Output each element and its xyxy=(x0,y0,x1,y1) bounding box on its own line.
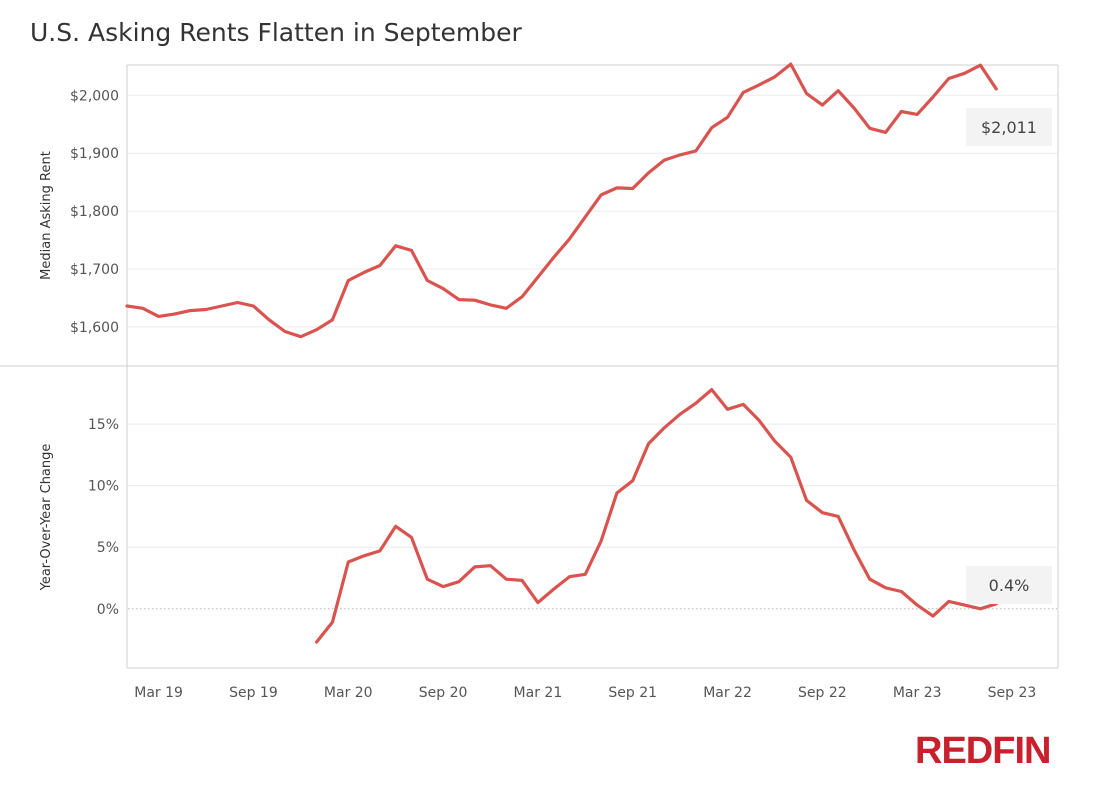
y-tick-label-1-3: 15% xyxy=(88,417,119,433)
x-tick-label-1: Sep 19 xyxy=(229,685,278,701)
y-tick-label-0-3: $1,900 xyxy=(70,146,119,162)
y-tick-label-0-1: $1,700 xyxy=(70,262,119,278)
y-tick-label-1-0: 0% xyxy=(97,602,119,618)
last-value-box-0 xyxy=(966,108,1052,146)
last-value-box-1 xyxy=(966,566,1052,604)
last-value-label-1: 0.4% xyxy=(989,576,1030,595)
y-tick-label-0-4: $2,000 xyxy=(70,88,119,104)
y-tick-label-1-2: 10% xyxy=(88,479,119,495)
x-tick-label-3: Sep 20 xyxy=(419,685,468,701)
y-tick-label-1-1: 5% xyxy=(97,540,119,556)
y-axis-label-1: Year-Over-Year Change xyxy=(39,444,54,592)
y-tick-label-0-2: $1,800 xyxy=(70,204,119,220)
series-line-1 xyxy=(315,388,998,644)
x-tick-label-0: Mar 19 xyxy=(134,685,183,701)
x-tick-label-9: Sep 23 xyxy=(988,685,1037,701)
chart-title: U.S. Asking Rents Flatten in September xyxy=(30,18,522,47)
x-tick-label-5: Sep 21 xyxy=(608,685,657,701)
x-tick-label-7: Sep 22 xyxy=(798,685,847,701)
x-tick-label-6: Mar 22 xyxy=(703,685,752,701)
y-tick-label-0-0: $1,600 xyxy=(70,320,119,336)
x-tick-label-4: Mar 21 xyxy=(514,685,563,701)
x-tick-label-8: Mar 23 xyxy=(893,685,942,701)
redfin-logo: REDFIN xyxy=(915,730,1051,772)
x-tick-label-2: Mar 20 xyxy=(324,685,373,701)
y-axis-label-0: Median Asking Rent xyxy=(39,151,54,280)
last-value-label-0: $2,011 xyxy=(981,118,1037,137)
series-line-0 xyxy=(125,62,998,339)
